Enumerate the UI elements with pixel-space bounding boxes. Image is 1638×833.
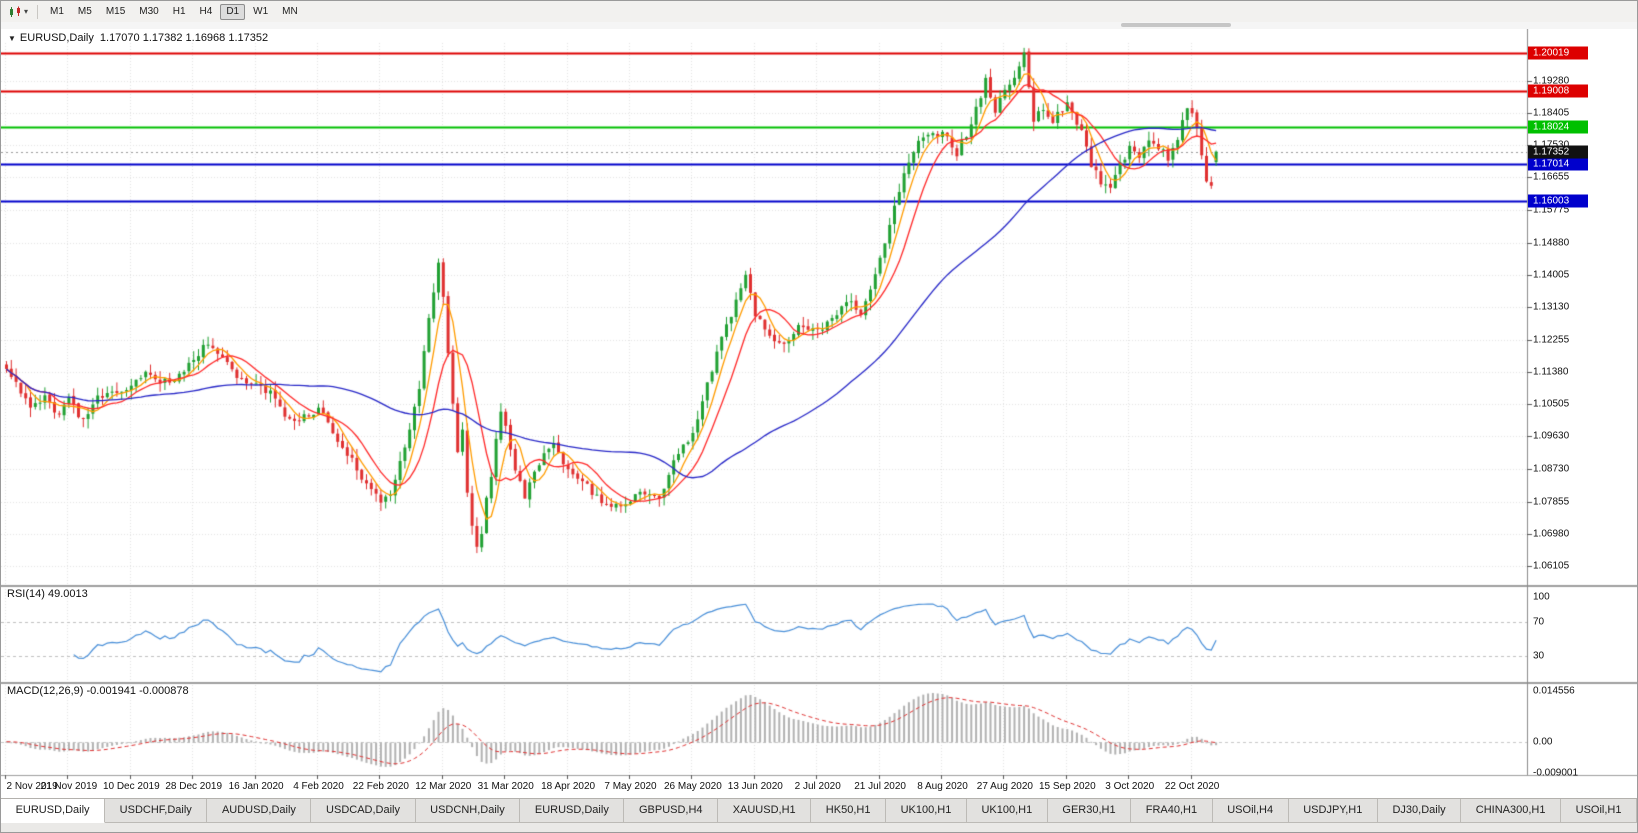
price-axis-label: 1.09630: [1533, 430, 1570, 442]
date-axis-label: 10 Dec 2019: [102, 781, 160, 792]
chart-tab-10[interactable]: UK100,H1: [966, 799, 1048, 823]
rsi-panel-title: RSI(14) 49.0013: [7, 588, 88, 600]
date-axis-label: 28 Dec 2019: [165, 781, 223, 792]
price-level-badge: 1.20019: [1528, 46, 1588, 60]
rsi-axis-label: 70: [1533, 616, 1545, 628]
chart-tab-1[interactable]: USDCHF,Daily: [105, 799, 208, 823]
current-price-badge: 1.17352: [1528, 145, 1588, 159]
chart-tab-16[interactable]: CHINA300,H1: [1461, 799, 1562, 823]
price-axis-label: 1.13130: [1533, 301, 1570, 313]
timeframe-button-m15[interactable]: M15: [105, 5, 126, 17]
rsi-indicator-value: 49.0013: [47, 588, 88, 600]
chart-title: ▼ EURUSD,Daily 1.17070 1.17382 1.16968 1.1…: [8, 32, 268, 44]
price-axis-label: 1.10505: [1533, 398, 1570, 410]
chart-tab-bar: EURUSD,Daily USDCHF,Daily AUDUSD,Daily USDC…: [1, 798, 1637, 832]
price-axis-label: 1.14880: [1533, 237, 1570, 249]
date-axis-label: 16 Jan 2020: [228, 781, 284, 792]
date-axis-label: 22 Feb 2020: [352, 781, 409, 792]
price-level-badge: 1.19008: [1528, 84, 1588, 98]
chart-canvas[interactable]: [1, 29, 1637, 798]
toolbar-separator: [37, 4, 39, 19]
scrollbar-thumb[interactable]: [1121, 23, 1231, 27]
macd-axis-label: 0.014556: [1533, 685, 1575, 697]
macd-indicator-values: -0.001941 -0.000878: [86, 685, 189, 697]
timeframe-button-group: M1 M5 M15 M30 H1 H4 D1 W1 MN: [43, 3, 305, 20]
price-axis-label: 1.07855: [1533, 496, 1570, 508]
chart-tab-6[interactable]: GBPUSD,H4: [624, 799, 719, 823]
date-axis-label: 18 Apr 2020: [541, 781, 596, 792]
date-axis-label: 27 Aug 2020: [976, 781, 1033, 792]
timeframe-button-h1[interactable]: H1: [172, 5, 186, 17]
date-axis-label: 7 May 2020: [604, 781, 657, 792]
price-axis-label: 1.14005: [1533, 269, 1570, 281]
chart-ohlc-values: 1.17070 1.17382 1.16968 1.17352: [99, 32, 269, 44]
date-axis-label: 21 Jul 2020: [854, 781, 906, 792]
candlestick-chart-icon: [10, 6, 20, 17]
date-axis-label: 2 Jul 2020: [794, 781, 841, 792]
chart-type-button[interactable]: ▾: [5, 4, 32, 20]
macd-indicator-label: MACD(12,26,9): [7, 685, 84, 697]
chart-tab-8[interactable]: HK50,H1: [811, 799, 887, 823]
chart-collapse-caret-icon[interactable]: ▼: [8, 34, 16, 43]
date-axis-label: 31 Mar 2020: [477, 781, 534, 792]
toolbar: ▾ M1 M5 M15 M30 H1 H4 D1 W1 MN: [1, 1, 1637, 23]
price-level-badge: 1.17014: [1528, 157, 1588, 171]
price-axis-label: 1.08730: [1533, 463, 1570, 475]
date-axis-label: 26 May 2020: [663, 781, 722, 792]
timeframe-button-m30[interactable]: M30: [139, 5, 159, 17]
price-axis-label: 1.11380: [1533, 366, 1569, 378]
chart-tab-2[interactable]: AUDUSD,Daily: [207, 799, 312, 823]
date-axis-label: 13 Jun 2020: [727, 781, 783, 792]
price-axis-label: 1.18405: [1533, 107, 1570, 119]
date-axis-label: 3 Oct 2020: [1105, 781, 1155, 792]
chevron-down-icon: ▾: [24, 6, 29, 16]
chart-tab-3[interactable]: USDCAD,Daily: [311, 799, 416, 823]
macd-axis-label: -0.009001: [1533, 767, 1579, 779]
timeframe-button-m5[interactable]: M5: [77, 5, 92, 17]
timeframe-button-w1[interactable]: W1: [253, 5, 269, 17]
date-axis-label: 15 Sep 2020: [1038, 781, 1096, 792]
price-axis-label: 1.16655: [1533, 171, 1570, 183]
chart-tab-7[interactable]: XAUUSD,H1: [718, 799, 812, 823]
date-axis-label: 4 Feb 2020: [293, 781, 344, 792]
chart-tab-5[interactable]: EURUSD,Daily: [520, 799, 625, 823]
date-axis-label: 12 Mar 2020: [415, 781, 472, 792]
rsi-axis-label: 100: [1533, 591, 1550, 603]
price-axis-label: 1.06980: [1533, 528, 1570, 540]
macd-panel-title: MACD(12,26,9) -0.001941 -0.000878: [7, 685, 189, 697]
chart-tab-4[interactable]: USDCNH,Daily: [415, 799, 521, 823]
price-axis-label: 1.17530: [1533, 140, 1569, 151]
chart-tab-12[interactable]: FRA40,H1: [1131, 799, 1213, 823]
chart-symbol-label: EURUSD,Daily: [19, 32, 94, 44]
chart-tab-17[interactable]: USOil,H1: [1561, 799, 1637, 823]
rsi-indicator-label: RSI(14): [7, 588, 45, 600]
chart-tab-15[interactable]: DJ30,Daily: [1377, 799, 1462, 823]
timeframe-button-h4[interactable]: H4: [199, 5, 213, 17]
chart-tab-13[interactable]: USOil,H4: [1212, 799, 1289, 823]
timeframe-button-m1[interactable]: M1: [50, 5, 64, 17]
chart-tab-14[interactable]: USDJPY,H1: [1288, 799, 1378, 823]
timeframe-button-d1[interactable]: D1: [220, 3, 246, 20]
price-axis-label: 1.12255: [1533, 334, 1570, 346]
chart-tab-11[interactable]: GER30,H1: [1047, 799, 1132, 823]
chart-tab-9[interactable]: UK100,H1: [886, 799, 967, 823]
price-axis-label: 1.06105: [1533, 560, 1570, 572]
price-axis-label: 1.19280: [1533, 75, 1570, 87]
date-axis-label: 21 Nov 2019: [40, 781, 98, 792]
price-level-badge: 1.18024: [1528, 120, 1588, 134]
date-axis-label: 22 Oct 2020: [1164, 781, 1220, 792]
price-level-badge: 1.16003: [1528, 194, 1588, 208]
date-axis-label: 8 Aug 2020: [917, 781, 968, 792]
macd-axis-label: 0.00: [1533, 736, 1553, 748]
chart-tab-0[interactable]: EURUSD,Daily: [1, 799, 106, 823]
date-axis-label: 2 Nov 2019: [6, 781, 58, 792]
rsi-axis-label: 30: [1533, 650, 1545, 662]
price-axis-label: 1.15775: [1533, 204, 1570, 216]
timeframe-button-mn[interactable]: MN: [282, 5, 298, 17]
